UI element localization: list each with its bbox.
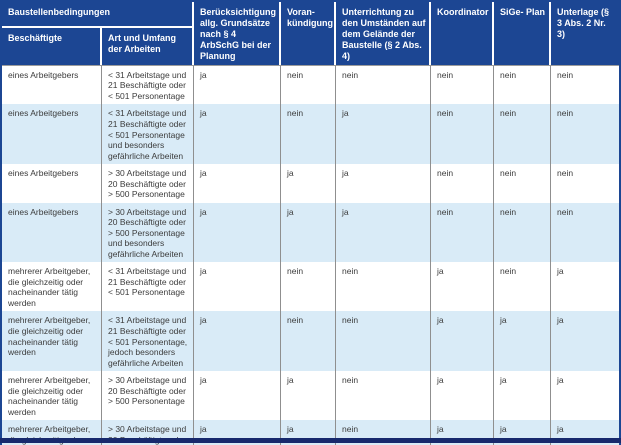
cell-beschaeftigte: mehrerer Arbeitgeber, die gleichzeitig o… (2, 262, 102, 312)
cell-grundsaetze: ja (194, 311, 282, 372)
cell-vorankuendigung: nein (281, 104, 337, 165)
cell-unterlage: nein (551, 164, 620, 203)
cell-grundsaetze: ja (194, 64, 282, 105)
cell-unterlage: nein (551, 104, 620, 165)
cell-beschaeftigte: eines Arbeitgebers (2, 164, 102, 203)
cell-unterlage: nein (551, 202, 620, 263)
table-row: eines Arbeitgebers < 31 Arbeitstage und … (2, 104, 620, 165)
cell-art-und-umfang: > 30 Arbeitstage und 20 Beschäftigte ode… (102, 202, 195, 263)
column-header-grundsaetze: Berücksichtigung allg. Grundsätze nach §… (194, 2, 282, 65)
cell-grundsaetze: ja (194, 104, 282, 165)
column-header-beschaeftigte: Beschäftigte (2, 28, 102, 65)
cell-beschaeftigte: mehrerer Arbeitgeber, die gleichzeitig o… (2, 311, 102, 372)
cell-art-und-umfang: < 31 Arbeitstage und 21 Beschäftigte ode… (102, 311, 195, 372)
cell-unterlage: ja (551, 371, 620, 421)
table-header: Baustellenbedingungen Berücksichtigung a… (2, 2, 620, 65)
bottom-border-bar (0, 438, 621, 443)
column-header-vorankuendigung: Voran-kündigung (281, 2, 337, 65)
cell-koordinator: nein (431, 202, 495, 263)
cell-sige-plan: nein (494, 104, 552, 165)
cell-unterrichtung: nein (336, 64, 432, 105)
column-header-sige-plan: SiGe- Plan (494, 2, 552, 65)
cell-koordinator: ja (431, 371, 495, 421)
table-row: mehrerer Arbeitgeber, die gleichzeitig o… (2, 262, 620, 312)
table-body: eines Arbeitgebers < 31 Arbeitstage und … (2, 64, 620, 445)
group-header-baustellenbedingungen: Baustellenbedingungen (2, 2, 195, 29)
cell-art-und-umfang: > 30 Arbeitstage und 20 Beschäftigte ode… (102, 371, 195, 421)
cell-unterrichtung: nein (336, 371, 432, 421)
table-row: eines Arbeitgebers > 30 Arbeitstage und … (2, 202, 620, 263)
table-row: eines Arbeitgebers > 30 Arbeitstage und … (2, 164, 620, 203)
cell-koordinator: nein (431, 64, 495, 105)
table-row: mehrerer Arbeitgeber, die gleichzeitig o… (2, 371, 620, 421)
cell-art-und-umfang: < 31 Arbeitstage und 21 Beschäftigte ode… (102, 64, 195, 105)
cell-beschaeftigte: eines Arbeitgebers (2, 64, 102, 105)
cell-grundsaetze: ja (194, 202, 282, 263)
cell-beschaeftigte: eines Arbeitgebers (2, 104, 102, 165)
cell-sige-plan: nein (494, 202, 552, 263)
column-header-art-und-umfang: Art und Umfang der Arbeiten (102, 28, 195, 65)
table-row: eines Arbeitgebers < 31 Arbeitstage und … (2, 64, 620, 105)
cell-grundsaetze: ja (194, 164, 282, 203)
cell-sige-plan: nein (494, 262, 552, 312)
cell-unterrichtung: ja (336, 164, 432, 203)
cell-beschaeftigte: mehrerer Arbeitgeber, die gleichzeitig o… (2, 371, 102, 421)
cell-unterrichtung: ja (336, 202, 432, 263)
cell-vorankuendigung: ja (281, 371, 337, 421)
cell-vorankuendigung: nein (281, 262, 337, 312)
cell-unterlage: nein (551, 64, 620, 105)
cell-art-und-umfang: < 31 Arbeitstage und 21 Beschäftigte ode… (102, 262, 195, 312)
column-header-unterlage: Unterlage (§ 3 Abs. 2 Nr. 3) (551, 2, 620, 65)
cell-unterrichtung: nein (336, 311, 432, 372)
cell-koordinator: nein (431, 164, 495, 203)
cell-grundsaetze: ja (194, 371, 282, 421)
cell-vorankuendigung: nein (281, 64, 337, 105)
cell-koordinator: nein (431, 104, 495, 165)
cell-vorankuendigung: nein (281, 311, 337, 372)
cell-art-und-umfang: > 30 Arbeitstage und 20 Beschäftigte ode… (102, 164, 195, 203)
column-header-koordinator: Koordinator (431, 2, 495, 65)
cell-grundsaetze: ja (194, 262, 282, 312)
cell-unterrichtung: nein (336, 262, 432, 312)
column-header-unterrichtung: Unterrichtung zu den Umständen auf dem G… (336, 2, 432, 65)
cell-koordinator: ja (431, 262, 495, 312)
cell-art-und-umfang: < 31 Arbeitstage und 21 Beschäftigte ode… (102, 104, 195, 165)
cell-unterlage: ja (551, 262, 620, 312)
cell-vorankuendigung: ja (281, 164, 337, 203)
table-row: mehrerer Arbeitgeber, die gleichzeitig o… (2, 311, 620, 372)
cell-unterrichtung: ja (336, 104, 432, 165)
cell-sige-plan: ja (494, 311, 552, 372)
cell-koordinator: ja (431, 311, 495, 372)
cell-unterlage: ja (551, 311, 620, 372)
cell-sige-plan: nein (494, 64, 552, 105)
cell-sige-plan: nein (494, 164, 552, 203)
cell-vorankuendigung: ja (281, 202, 337, 263)
cell-sige-plan: ja (494, 371, 552, 421)
cell-beschaeftigte: eines Arbeitgebers (2, 202, 102, 263)
